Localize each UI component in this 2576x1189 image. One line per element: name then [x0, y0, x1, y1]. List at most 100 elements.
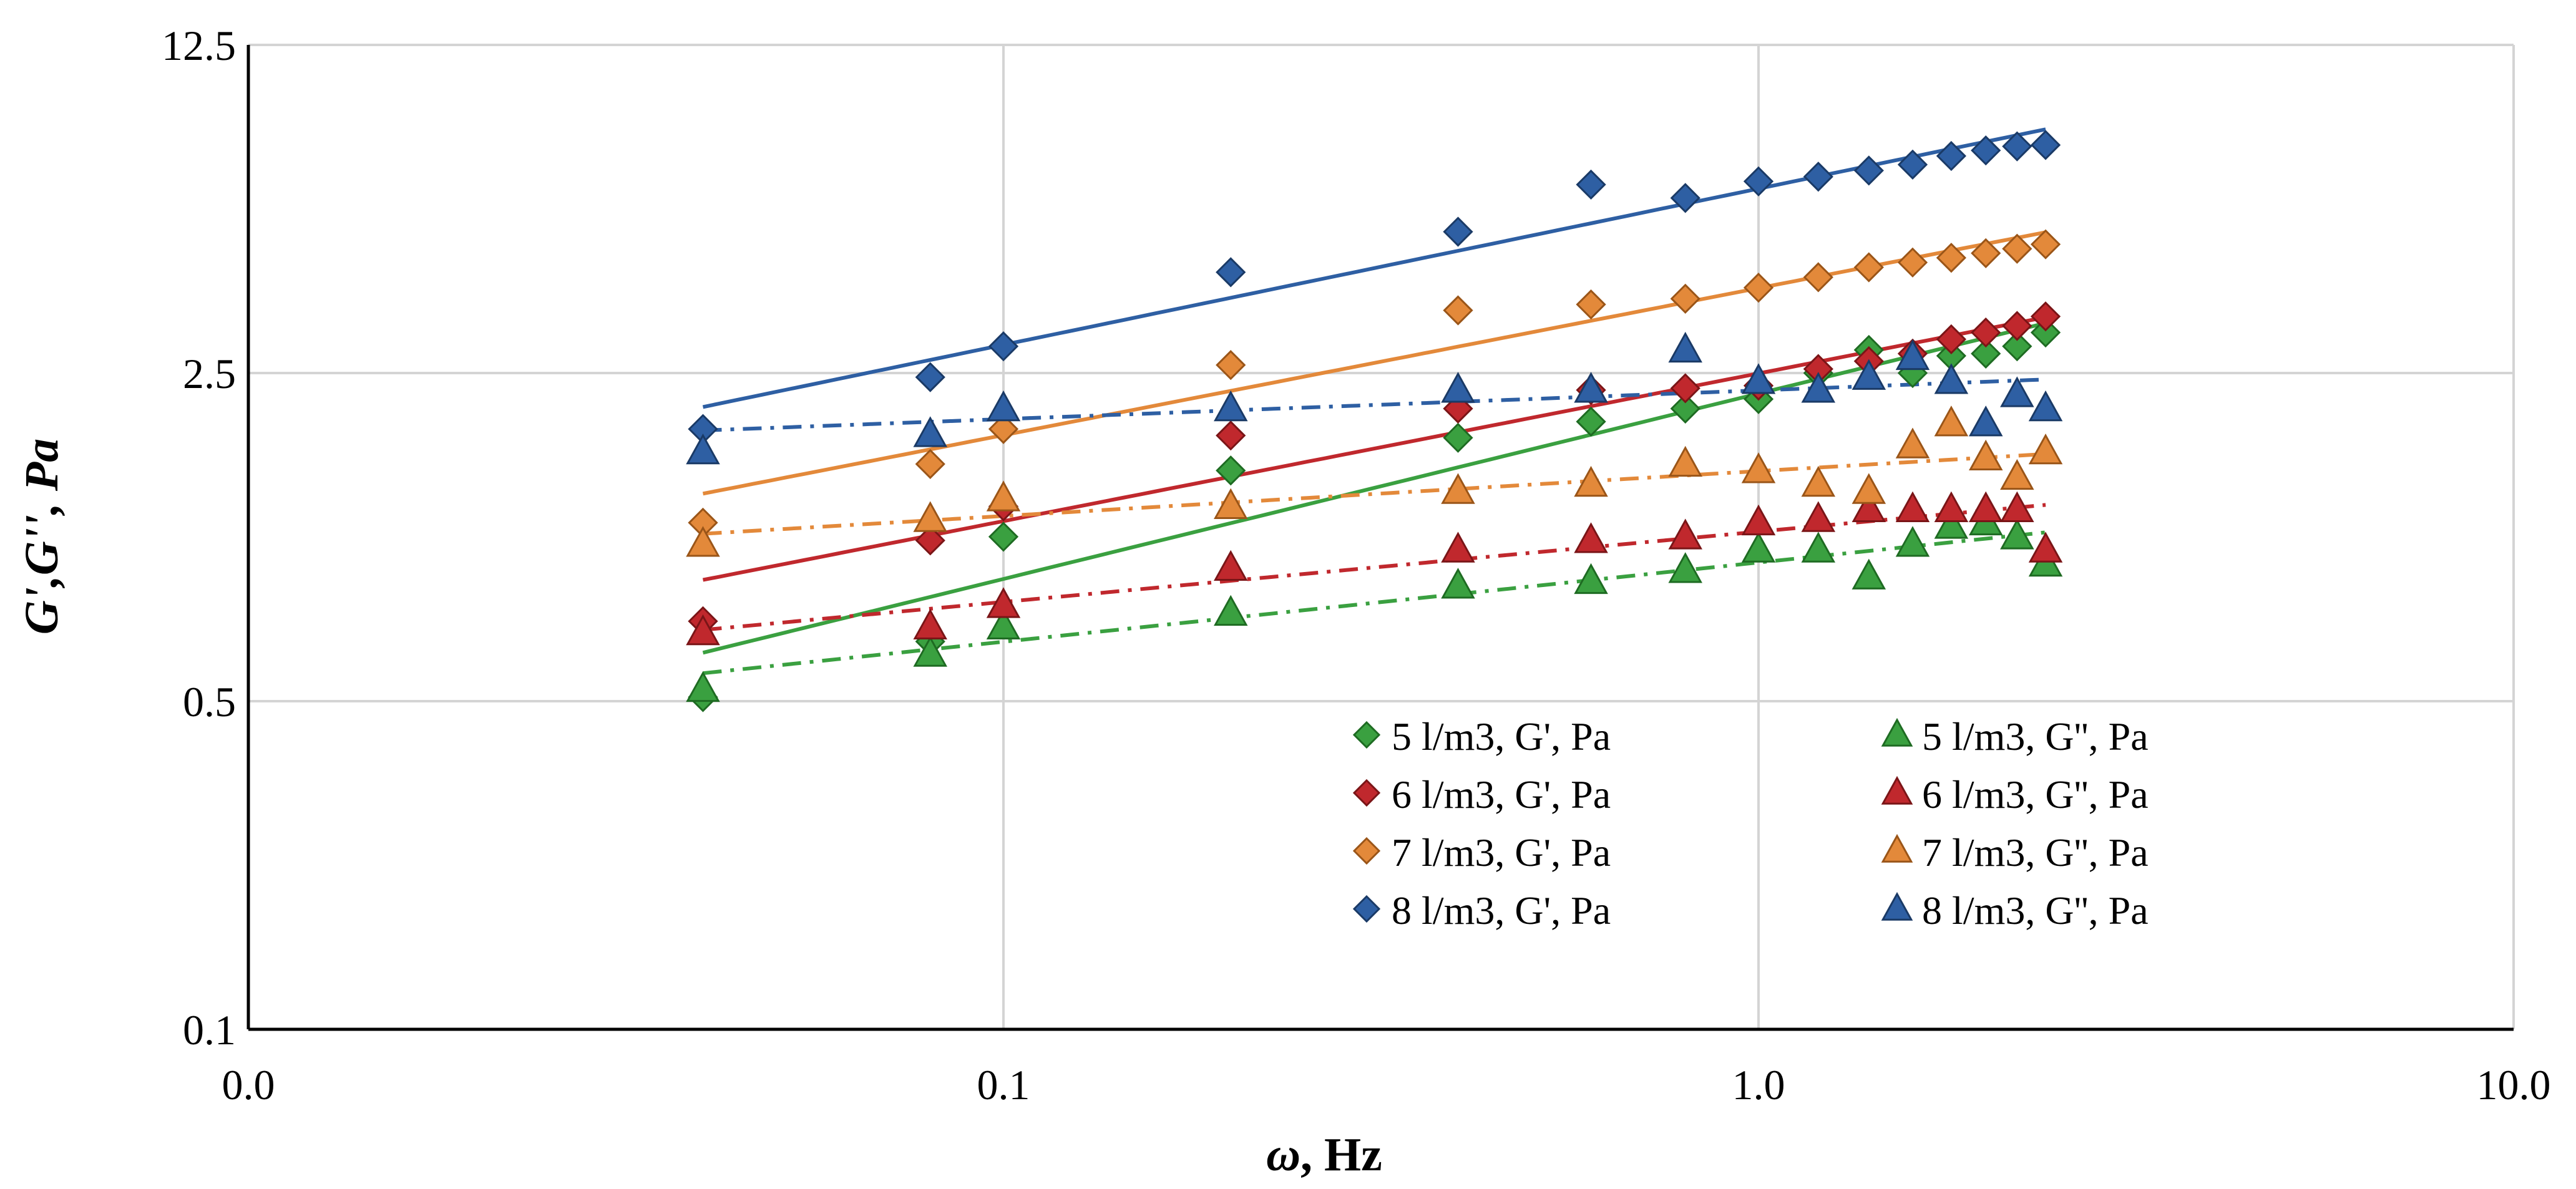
data-point [1853, 155, 1884, 186]
data-point [2000, 376, 2034, 407]
data-point [1936, 140, 1967, 172]
data-point [915, 449, 945, 479]
x-axis-symbol: ω [1266, 1128, 1300, 1181]
data-point [1741, 363, 1776, 394]
data-point [686, 614, 720, 646]
data-point [1441, 568, 1475, 599]
data-point [1670, 373, 1700, 404]
data-point [1441, 372, 1475, 403]
legend-marker [1352, 837, 1381, 865]
data-point [913, 636, 947, 667]
data-point [1668, 552, 1702, 583]
data-point [1214, 488, 1248, 519]
data-point [2028, 531, 2063, 563]
data-point [1576, 289, 1606, 320]
data-point [2002, 311, 2032, 341]
data-point [1741, 504, 1776, 536]
x-tick-label: 0.1 [977, 1061, 1030, 1109]
data-point [913, 501, 947, 532]
data-point [686, 671, 720, 702]
data-point [1576, 169, 1606, 200]
data-point [1214, 594, 1248, 626]
data-point [1216, 420, 1246, 451]
data-point [1895, 491, 1930, 523]
data-point [1934, 491, 1969, 523]
data-point [986, 480, 1021, 512]
data-point [913, 416, 947, 447]
data-point [913, 608, 947, 640]
data-point [1971, 317, 2001, 348]
trend-line [703, 452, 2046, 536]
data-point [2002, 233, 2032, 264]
data-point [1441, 473, 1475, 504]
data-point [986, 608, 1021, 640]
data-point [1936, 324, 1967, 355]
data-point [1576, 406, 1606, 437]
data-point [988, 414, 1019, 444]
data-point [1801, 372, 1836, 403]
trend-line [702, 127, 2046, 409]
data-point [988, 522, 1019, 552]
data-point [1743, 273, 1774, 303]
y-tick-label: 0.5 [183, 678, 236, 726]
data-points [686, 130, 2063, 712]
data-point [1897, 149, 1928, 180]
data-point [1670, 393, 1700, 424]
legend-marker [1352, 779, 1381, 807]
data-point [2030, 229, 2061, 260]
data-point [2030, 317, 2061, 348]
trend-lines [702, 127, 2046, 676]
data-point [1971, 338, 2001, 369]
legend-label: 8 l/m3, G', Pa [1392, 888, 1611, 933]
x-axis-title: ω, Hz [1266, 1128, 1382, 1181]
data-point [1897, 247, 1928, 278]
data-point [1216, 257, 1246, 288]
data-point [2028, 390, 2063, 422]
trend-line [702, 230, 2046, 496]
data-point [1803, 162, 1833, 192]
x-tick-label: 0.0 [222, 1061, 275, 1109]
data-point [1574, 522, 1608, 553]
legend-marker [1881, 717, 1913, 747]
data-point [1668, 331, 1702, 363]
data-point [1574, 465, 1608, 497]
data-point [1441, 531, 1475, 563]
data-point [1971, 135, 2001, 166]
data-point [1934, 363, 1969, 394]
data-point [2028, 433, 2063, 465]
data-point [686, 526, 720, 557]
data-point [2002, 131, 2032, 162]
y-tick-label: 12.5 [162, 22, 236, 69]
x-tick-label: 10.0 [2477, 1061, 2551, 1109]
data-point [986, 587, 1021, 618]
data-point [1801, 531, 1836, 563]
data-point [1969, 405, 2003, 437]
data-point [1852, 491, 1886, 523]
legend-label: 5 l/m3, G', Pa [1392, 714, 1611, 759]
data-point [1934, 508, 1969, 539]
data-point [1216, 350, 1246, 381]
data-point [2030, 130, 2061, 160]
legend-label: 7 l/m3, G', Pa [1392, 830, 1611, 875]
data-point [1801, 501, 1836, 532]
data-point [2000, 491, 2034, 523]
data-point [1216, 455, 1246, 486]
data-point [1969, 439, 2003, 471]
data-point [2030, 301, 2061, 332]
legend-label: 8 l/m3, G'', Pa [1922, 888, 2149, 933]
legend-marker [1881, 833, 1913, 863]
data-point [1852, 359, 1886, 390]
data-point [1668, 445, 1702, 477]
y-axis-title: G',G'', Pa [16, 439, 68, 635]
gridlines [248, 44, 2515, 1029]
data-point [1803, 262, 1833, 293]
data-point [988, 331, 1019, 362]
data-point [1670, 183, 1700, 213]
data-point [1895, 427, 1930, 459]
trend-line [702, 315, 2046, 582]
legend-marker [1352, 895, 1381, 923]
data-point [1741, 531, 1776, 563]
data-point [686, 433, 720, 465]
data-point [915, 362, 945, 392]
